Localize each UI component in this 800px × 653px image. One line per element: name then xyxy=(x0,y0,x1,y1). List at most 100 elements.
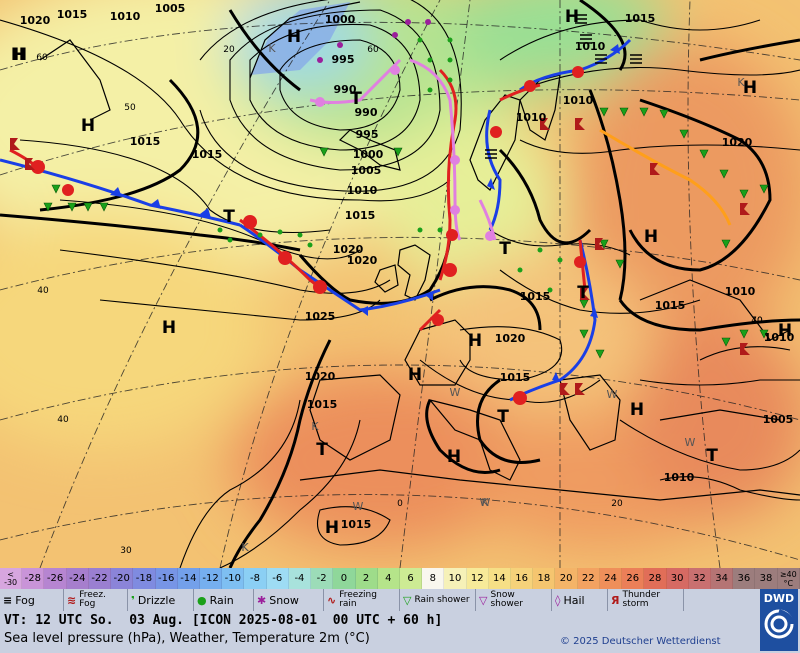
scale-label: -18 xyxy=(135,573,153,584)
scale-cell-max: ≥40 °C xyxy=(777,568,800,589)
snow-shower-icon: ▽ xyxy=(479,593,488,607)
scale-label: 16 xyxy=(515,573,528,584)
high-pressure-center: H xyxy=(743,78,757,98)
scale-label: -16 xyxy=(157,573,175,584)
graticule-label: 40 xyxy=(57,415,69,425)
isobar-label: 1020 xyxy=(722,136,753,149)
dwd-logo: DWD xyxy=(760,589,798,651)
scale-label: -28 xyxy=(24,573,41,584)
scale-cell: 8 xyxy=(422,568,445,589)
scale-cell: -16 xyxy=(155,568,178,589)
isobar-label: 1000 xyxy=(353,148,384,161)
low-pressure-center: T xyxy=(350,89,362,109)
high-pressure-center: H xyxy=(13,45,27,65)
freezing-fog-icon: ≋ xyxy=(67,593,77,607)
legend-label: Freezing rain xyxy=(339,590,377,609)
scale-cell-min: < -30 xyxy=(0,568,23,589)
scale-cell: 26 xyxy=(622,568,645,589)
legend-item-snow-shower: ▽ Snow shower xyxy=(476,589,552,611)
air-mass-label: W xyxy=(480,496,491,509)
legend-label: Snow shower xyxy=(490,590,523,609)
scale-label: -24 xyxy=(69,573,86,584)
low-pressure-center: T xyxy=(706,446,718,466)
scale-cell: 18 xyxy=(533,568,556,589)
graticule-label: 30 xyxy=(120,546,132,556)
air-mass-label: W xyxy=(685,436,696,449)
legend-item-hail: ◊ Hail xyxy=(552,589,608,611)
scale-cell: 0 xyxy=(333,568,356,589)
isobar-label: 1000 xyxy=(325,13,356,26)
map-subtitle: Sea level pressure (hPa), Weather, Tempe… xyxy=(4,631,370,646)
air-mass-label: K xyxy=(481,496,489,509)
scale-cell: 20 xyxy=(555,568,578,589)
air-mass-label: W xyxy=(450,386,461,399)
scale-label: -10 xyxy=(224,573,241,584)
scale-label: 14 xyxy=(493,573,506,584)
thunderstorm-icon: Я xyxy=(611,593,620,607)
scale-cell: -4 xyxy=(288,568,312,589)
scale-label: 36 xyxy=(737,573,751,584)
scale-label: 34 xyxy=(715,573,728,584)
logo-text: DWD xyxy=(763,592,795,605)
scale-label: -26 xyxy=(46,573,64,584)
scale-cell: -20 xyxy=(111,568,134,589)
graticule-label: 60 xyxy=(367,45,379,55)
scale-label: 30 xyxy=(670,573,684,584)
scale-label: -12 xyxy=(202,573,219,584)
legend-item-thunderstorm: Я Thunder storm xyxy=(608,589,684,611)
scale-label: -22 xyxy=(91,573,108,584)
scale-label: -20 xyxy=(113,573,130,584)
legend-label: Drizzle xyxy=(137,593,176,607)
weather-map: 1020 1015 1010 1005 1000 995 990 990 995 1000 1005… xyxy=(0,0,800,568)
scale-label: < xyxy=(7,569,14,579)
rain-shower-icon: ▽ xyxy=(403,593,412,607)
isobar-label: 995 xyxy=(332,53,355,66)
legend-label: Snow xyxy=(269,593,299,607)
isobar-label: 1015 xyxy=(192,148,223,161)
scale-cell: 38 xyxy=(755,568,778,589)
scale-cell: -28 xyxy=(22,568,45,589)
graticule-label: 20 xyxy=(611,499,623,509)
high-pressure-center: H xyxy=(468,331,482,351)
isobar-label: 1020 xyxy=(20,14,51,27)
high-pressure-center: H xyxy=(11,45,25,65)
valid-time-text: VT: 12 UTC So. 03 Aug. [ICON 2025-08-01 … xyxy=(4,613,443,628)
legend-item-drizzle: ❜ Drizzle xyxy=(128,589,194,611)
fog-icon: ≡ xyxy=(3,593,13,607)
air-mass-label: K xyxy=(311,420,319,433)
scale-label: -6 xyxy=(272,573,283,584)
high-pressure-center: H xyxy=(644,227,658,247)
isobar-label: 1020 xyxy=(347,254,378,267)
scale-cell: 16 xyxy=(511,568,534,589)
isobar-label: 1010 xyxy=(516,111,547,124)
air-mass-label: W xyxy=(607,388,618,401)
high-pressure-center: H xyxy=(408,365,422,385)
isobar-label: 1020 xyxy=(495,332,526,345)
legend-label: Rain shower xyxy=(414,594,470,605)
scale-label: -14 xyxy=(180,573,197,584)
scale-label: -8 xyxy=(250,573,260,584)
scale-cell: -6 xyxy=(266,568,289,589)
scale-cell: 22 xyxy=(577,568,600,589)
isobar-label: 1015 xyxy=(655,299,686,312)
isobar-label: 995 xyxy=(356,128,379,141)
isobar-label: 1010 xyxy=(725,285,756,298)
scale-label: 22 xyxy=(581,573,595,584)
scale-label: 38 xyxy=(759,573,773,584)
scale-cell: -10 xyxy=(222,568,245,589)
graticule-label: 40 xyxy=(37,286,49,296)
freezing-rain-icon: ∿ xyxy=(327,593,337,607)
scale-cell: -8 xyxy=(244,568,267,589)
rain-icon: ● xyxy=(197,593,207,607)
temperature-color-scale: < -30 -28 -26 -24 -22 -20 -18 -16 -14 -12 -10 -8 -6 -4… xyxy=(0,568,800,589)
isobar-label: 1015 xyxy=(130,135,161,148)
scale-cell: 24 xyxy=(599,568,623,589)
scale-label: 6 xyxy=(407,573,414,584)
legend-label: Freez. Fog xyxy=(79,590,106,609)
scale-label: °C xyxy=(783,578,794,588)
isobar-label: 990 xyxy=(334,83,357,96)
scale-cell: 14 xyxy=(488,568,512,589)
isobar-label: 1005 xyxy=(351,164,382,177)
scale-label: 0 xyxy=(340,573,348,584)
isobar-label: 1010 xyxy=(347,184,378,197)
